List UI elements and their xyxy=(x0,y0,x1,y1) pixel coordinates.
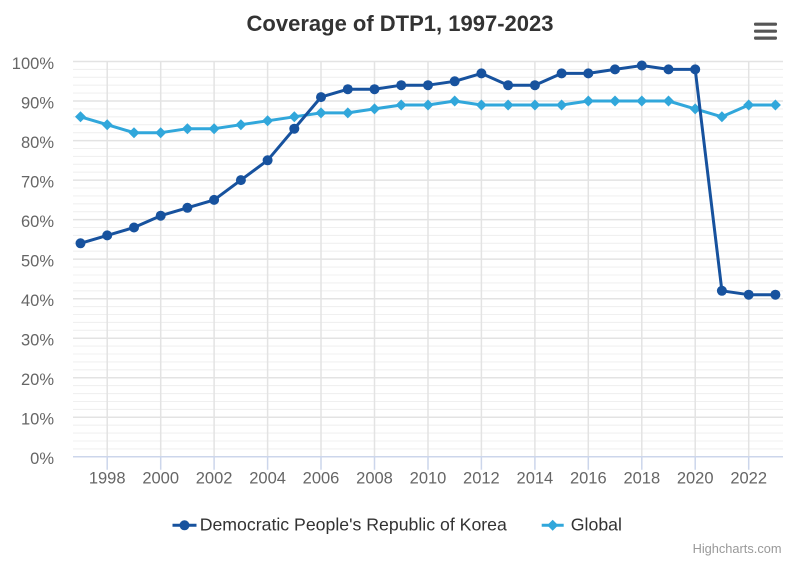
svg-text:2014: 2014 xyxy=(517,470,554,488)
svg-text:2010: 2010 xyxy=(410,470,447,488)
svg-text:1998: 1998 xyxy=(89,470,126,488)
svg-text:100%: 100% xyxy=(12,55,55,73)
svg-text:50%: 50% xyxy=(21,252,54,270)
svg-text:2012: 2012 xyxy=(463,470,500,488)
svg-text:0%: 0% xyxy=(30,450,54,468)
svg-text:2018: 2018 xyxy=(623,470,660,488)
svg-text:2008: 2008 xyxy=(356,470,393,488)
svg-text:Highcharts.com: Highcharts.com xyxy=(693,541,782,556)
svg-text:2022: 2022 xyxy=(730,470,767,488)
svg-text:Democratic People's Republic o: Democratic People's Republic of Korea xyxy=(200,514,507,534)
svg-text:Coverage of DTP1, 1997-2023: Coverage of DTP1, 1997-2023 xyxy=(247,11,554,36)
svg-text:60%: 60% xyxy=(21,213,54,231)
svg-text:90%: 90% xyxy=(21,94,54,112)
svg-text:2000: 2000 xyxy=(142,470,179,488)
svg-text:2004: 2004 xyxy=(249,470,286,488)
svg-text:2016: 2016 xyxy=(570,470,607,488)
svg-text:80%: 80% xyxy=(21,134,54,152)
svg-text:2006: 2006 xyxy=(303,470,340,488)
svg-text:Global: Global xyxy=(571,514,622,534)
svg-text:40%: 40% xyxy=(21,292,54,310)
svg-text:10%: 10% xyxy=(21,411,54,429)
svg-text:20%: 20% xyxy=(21,371,54,389)
svg-text:70%: 70% xyxy=(21,173,54,191)
svg-text:2020: 2020 xyxy=(677,470,714,488)
svg-text:2002: 2002 xyxy=(196,470,233,488)
svg-text:30%: 30% xyxy=(21,332,54,350)
